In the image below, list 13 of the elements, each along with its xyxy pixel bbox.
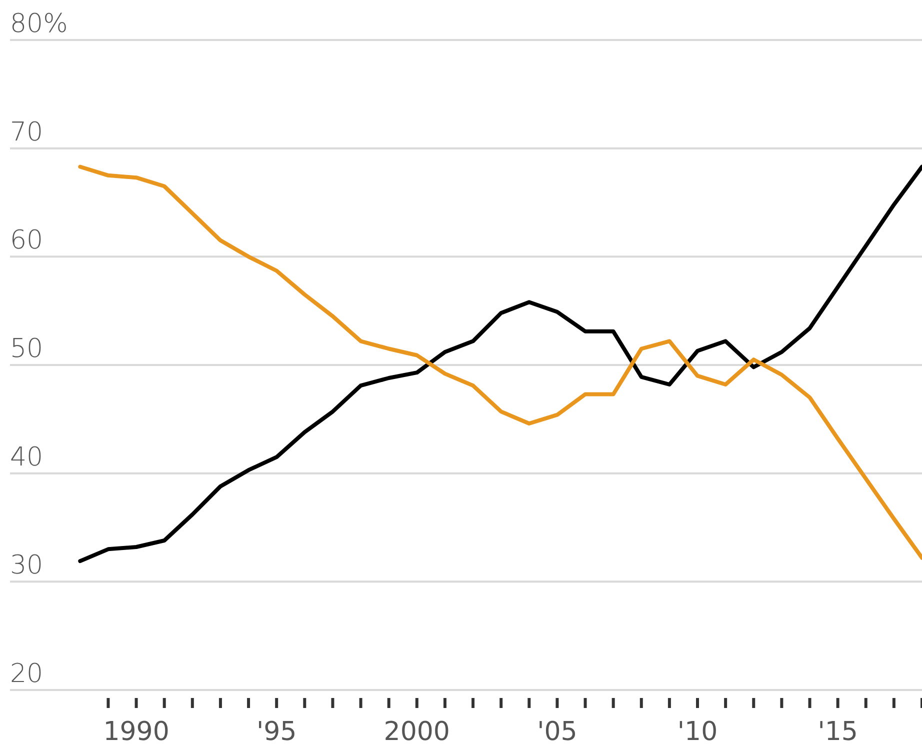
y-tick-label: 40 xyxy=(10,442,44,472)
x-tick-label: '10 xyxy=(677,717,718,747)
x-tick-label: '15 xyxy=(818,717,858,747)
y-tick-label: 20 xyxy=(10,659,44,689)
y-tick-label: 60 xyxy=(10,226,44,256)
y-tick-label: 70 xyxy=(10,117,44,148)
y-tick-label: 80% xyxy=(10,9,68,39)
x-tick-label: 1990 xyxy=(103,717,170,747)
x-tick-label: '05 xyxy=(537,717,578,747)
y-tick-label: 50 xyxy=(10,334,44,364)
x-tick-label: '95 xyxy=(256,717,297,747)
y-tick-label: 30 xyxy=(10,550,44,581)
x-tick-label: 2000 xyxy=(384,717,450,747)
